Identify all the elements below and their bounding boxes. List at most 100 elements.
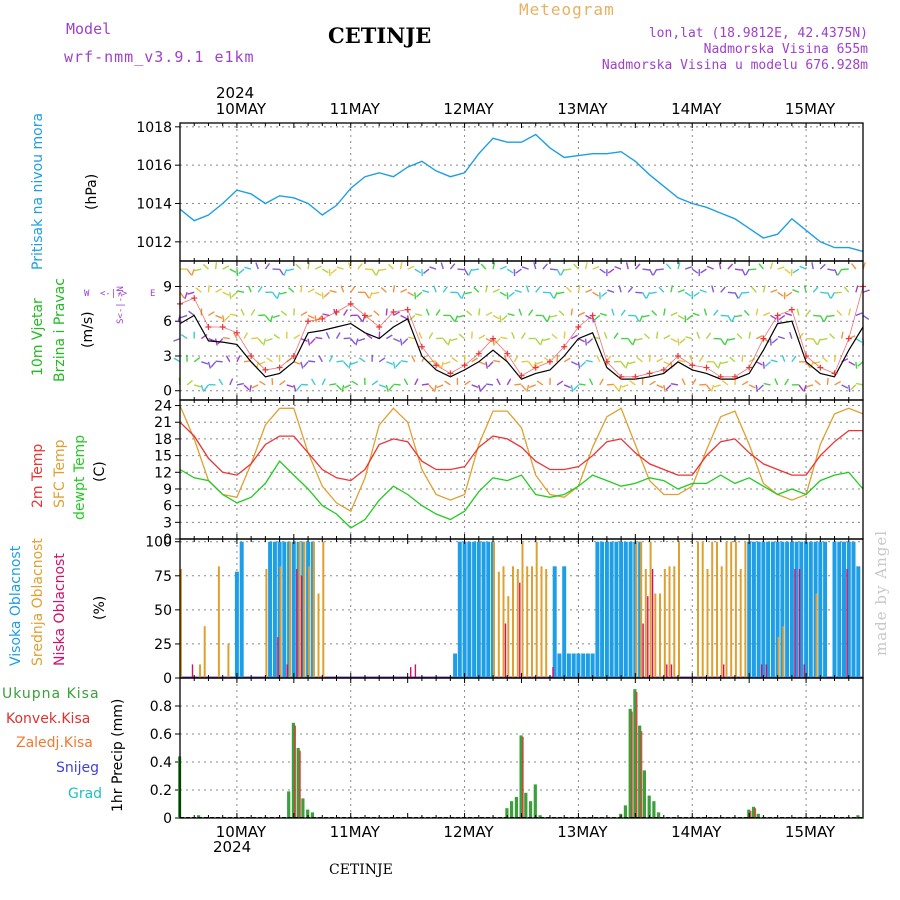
wind-barb bbox=[341, 384, 345, 392]
wind-barb bbox=[663, 308, 666, 316]
cloud-low-bar bbox=[794, 569, 796, 678]
cloud-low-bar bbox=[642, 623, 644, 678]
wind-barb bbox=[402, 338, 409, 345]
cloud-mid-bar bbox=[739, 569, 742, 678]
wind-barb bbox=[283, 268, 288, 276]
wind-axis-title-2: Brzina i Pravac bbox=[52, 278, 68, 382]
wind-barb bbox=[425, 308, 430, 316]
wind-barb bbox=[392, 361, 396, 369]
model-label: Model bbox=[66, 20, 112, 38]
wind-barb bbox=[442, 338, 449, 345]
y-tick-label: 1014 bbox=[136, 197, 172, 213]
wind-barb bbox=[819, 263, 826, 270]
wind-barb bbox=[414, 313, 423, 317]
wind-barb bbox=[279, 380, 286, 386]
cloud-mid-bar bbox=[697, 541, 699, 678]
cloud-mid-bar bbox=[678, 541, 680, 678]
wind-barb bbox=[243, 384, 250, 391]
wind-barb bbox=[293, 334, 301, 340]
wind-gust-marker bbox=[361, 312, 368, 319]
wind-barb bbox=[781, 354, 786, 363]
cloud-high-bar bbox=[808, 541, 813, 678]
wind-barb bbox=[308, 360, 316, 363]
wind-barb bbox=[492, 262, 496, 270]
wind-barb bbox=[636, 356, 643, 363]
wind-barb bbox=[280, 310, 288, 316]
wind-barb bbox=[203, 384, 210, 391]
wind-barb bbox=[422, 289, 430, 293]
wind-barb bbox=[307, 338, 311, 346]
y-tick-label: 1018 bbox=[136, 120, 172, 136]
wind-barb bbox=[655, 331, 659, 339]
wind-barb bbox=[717, 361, 722, 369]
wind-barb bbox=[279, 268, 284, 276]
wind-barb bbox=[247, 285, 252, 293]
wind-barb bbox=[770, 289, 778, 293]
wind-barb bbox=[221, 315, 225, 323]
wind-barb bbox=[580, 361, 587, 368]
wind-barb bbox=[603, 331, 608, 339]
wind-barb bbox=[785, 291, 793, 297]
cloud-mid-bar bbox=[663, 569, 666, 678]
wind-barb bbox=[573, 263, 579, 270]
cloud-low-bar bbox=[666, 664, 668, 678]
wind-barb bbox=[557, 291, 565, 295]
wind-barb bbox=[411, 355, 416, 363]
wind-barb bbox=[542, 263, 548, 270]
y-tick-label: 0 bbox=[163, 384, 172, 400]
y-tick-label: 0 bbox=[163, 671, 172, 687]
wind-barb bbox=[692, 312, 700, 317]
wind-barb bbox=[243, 332, 249, 339]
wind-barb bbox=[421, 355, 426, 363]
wind-barb bbox=[500, 336, 508, 340]
cloud-low-bar bbox=[765, 664, 768, 678]
wind-barb bbox=[535, 361, 544, 365]
wind-barb bbox=[777, 335, 785, 340]
y-tick-label: 25 bbox=[154, 637, 172, 653]
wind-barb bbox=[264, 315, 271, 322]
wind-barb bbox=[591, 315, 594, 323]
wind-barb bbox=[186, 268, 192, 276]
wind-barb bbox=[350, 286, 356, 293]
wind-barb bbox=[224, 314, 231, 321]
wind-barb bbox=[670, 311, 678, 317]
cloud-mid-bar bbox=[640, 541, 643, 678]
wind-barb bbox=[451, 357, 458, 363]
wind-barb bbox=[549, 291, 555, 299]
wind-barb bbox=[180, 334, 188, 340]
wind-barb bbox=[433, 384, 437, 392]
wind-barb bbox=[229, 292, 232, 300]
cloud-mid-bar bbox=[654, 593, 657, 678]
wind-barb bbox=[757, 384, 764, 391]
panel-frame bbox=[179, 677, 864, 819]
wind-barb bbox=[528, 309, 534, 316]
wind-barb bbox=[691, 268, 699, 274]
cloud-low-bar bbox=[846, 569, 848, 678]
wind-barb bbox=[670, 337, 678, 343]
cloud-low-bar bbox=[761, 664, 763, 678]
wind-barb bbox=[343, 309, 348, 316]
cloud-high-bar bbox=[842, 541, 846, 678]
wind-barb bbox=[777, 266, 785, 270]
wind-gust-marker bbox=[675, 352, 682, 359]
wind-barb bbox=[809, 361, 814, 369]
cloud-high-bar bbox=[562, 566, 567, 678]
wind-barb bbox=[645, 291, 651, 299]
wind-gust-marker bbox=[831, 370, 838, 377]
wind-barb bbox=[693, 291, 700, 297]
compass-north-south: S<-|->N bbox=[116, 286, 126, 324]
wind-barb bbox=[336, 360, 344, 363]
cloud-high-bar bbox=[818, 541, 823, 678]
wind-barb bbox=[796, 308, 800, 316]
wind-gust-marker bbox=[746, 364, 753, 371]
wind-barb bbox=[727, 263, 734, 270]
wind-barb bbox=[799, 265, 807, 270]
precip-total-bar bbox=[287, 791, 291, 818]
wind-barb bbox=[520, 332, 526, 339]
cloud-mid-bar bbox=[203, 626, 206, 678]
wind-barb bbox=[600, 291, 608, 298]
wind-barb bbox=[506, 292, 509, 300]
wind-barb bbox=[821, 356, 828, 363]
wind-barb bbox=[447, 338, 452, 346]
cloud-high-bar bbox=[291, 541, 296, 678]
